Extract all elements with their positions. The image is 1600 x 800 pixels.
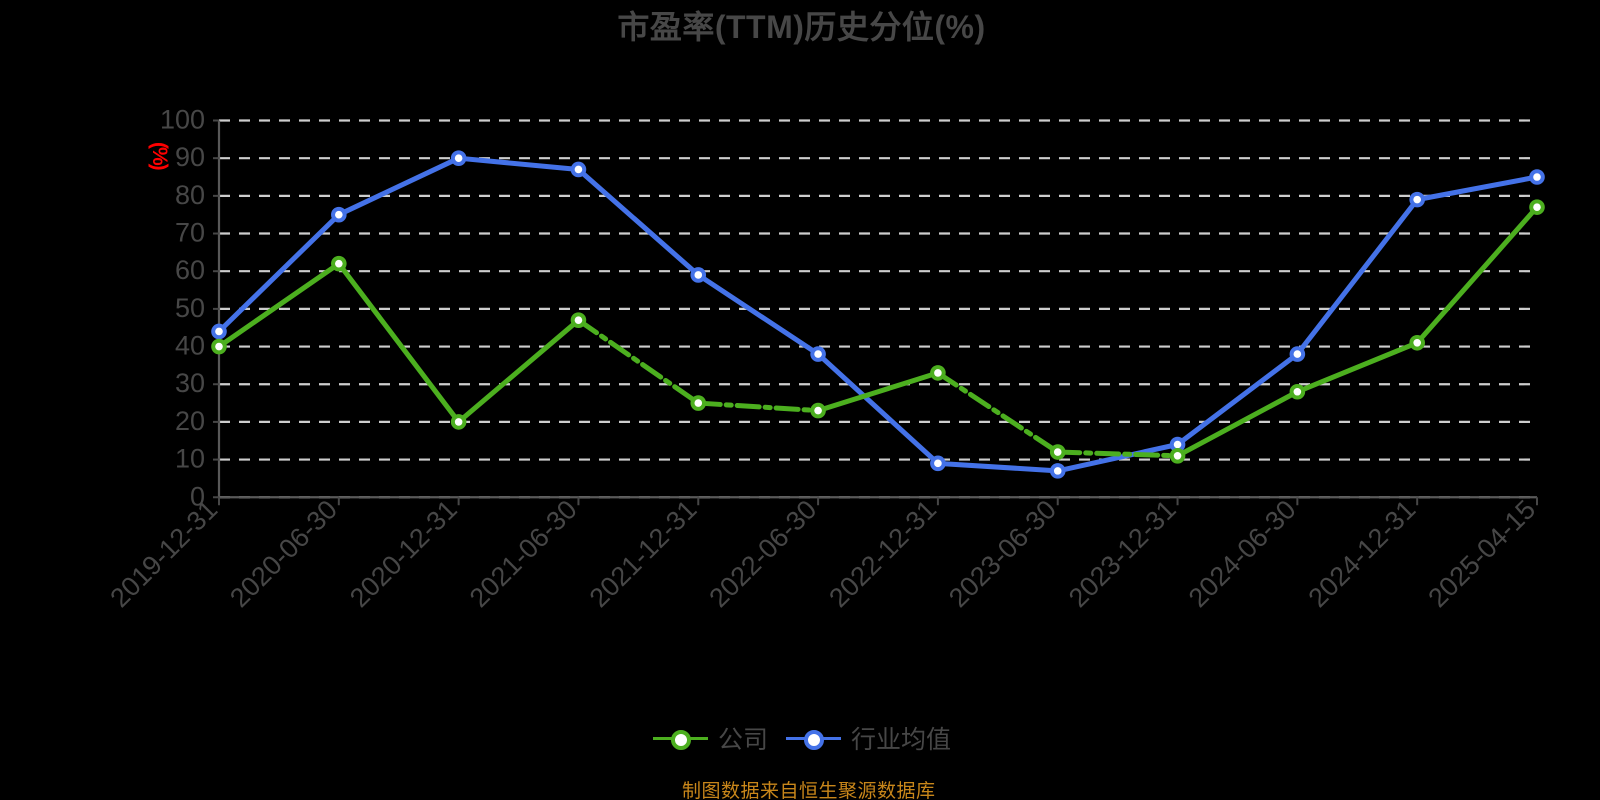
svg-text:100: 100 — [160, 105, 205, 135]
svg-text:2022-06-30: 2022-06-30 — [703, 494, 822, 613]
svg-text:2022-12-31: 2022-12-31 — [823, 494, 942, 613]
svg-text:2021-06-30: 2021-06-30 — [464, 494, 583, 613]
svg-text:20: 20 — [175, 406, 205, 436]
svg-text:10: 10 — [175, 444, 205, 474]
svg-text:70: 70 — [175, 218, 205, 248]
svg-text:2025-04-15: 2025-04-15 — [1422, 494, 1541, 613]
svg-text:50: 50 — [175, 293, 205, 323]
svg-text:2020-06-30: 2020-06-30 — [224, 494, 343, 613]
svg-text:2023-12-31: 2023-12-31 — [1063, 494, 1182, 613]
svg-text:2020-12-31: 2020-12-31 — [344, 494, 463, 613]
svg-text:2024-12-31: 2024-12-31 — [1303, 494, 1422, 613]
svg-text:2021-12-31: 2021-12-31 — [584, 494, 703, 613]
svg-text:40: 40 — [175, 331, 205, 361]
svg-text:2023-06-30: 2023-06-30 — [943, 494, 1062, 613]
svg-text:2019-12-31: 2019-12-31 — [104, 494, 223, 613]
svg-text:30: 30 — [175, 368, 205, 398]
svg-text:2024-06-30: 2024-06-30 — [1183, 494, 1302, 613]
svg-text:80: 80 — [175, 180, 205, 210]
svg-text:90: 90 — [175, 142, 205, 172]
svg-text:60: 60 — [175, 255, 205, 285]
